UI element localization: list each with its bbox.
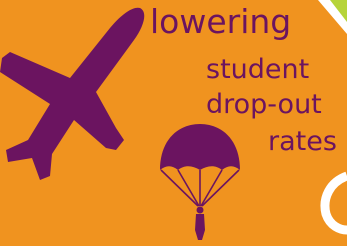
- poster: lowering student drop-out rates: [0, 0, 347, 246]
- headline-line: drop-out: [206, 89, 322, 120]
- headline-line: lowering: [150, 2, 291, 41]
- page: lowering student drop-out rates (() => {…: [0, 0, 347, 246]
- headline-line: rates: [268, 126, 337, 157]
- headline-line: student: [206, 54, 309, 85]
